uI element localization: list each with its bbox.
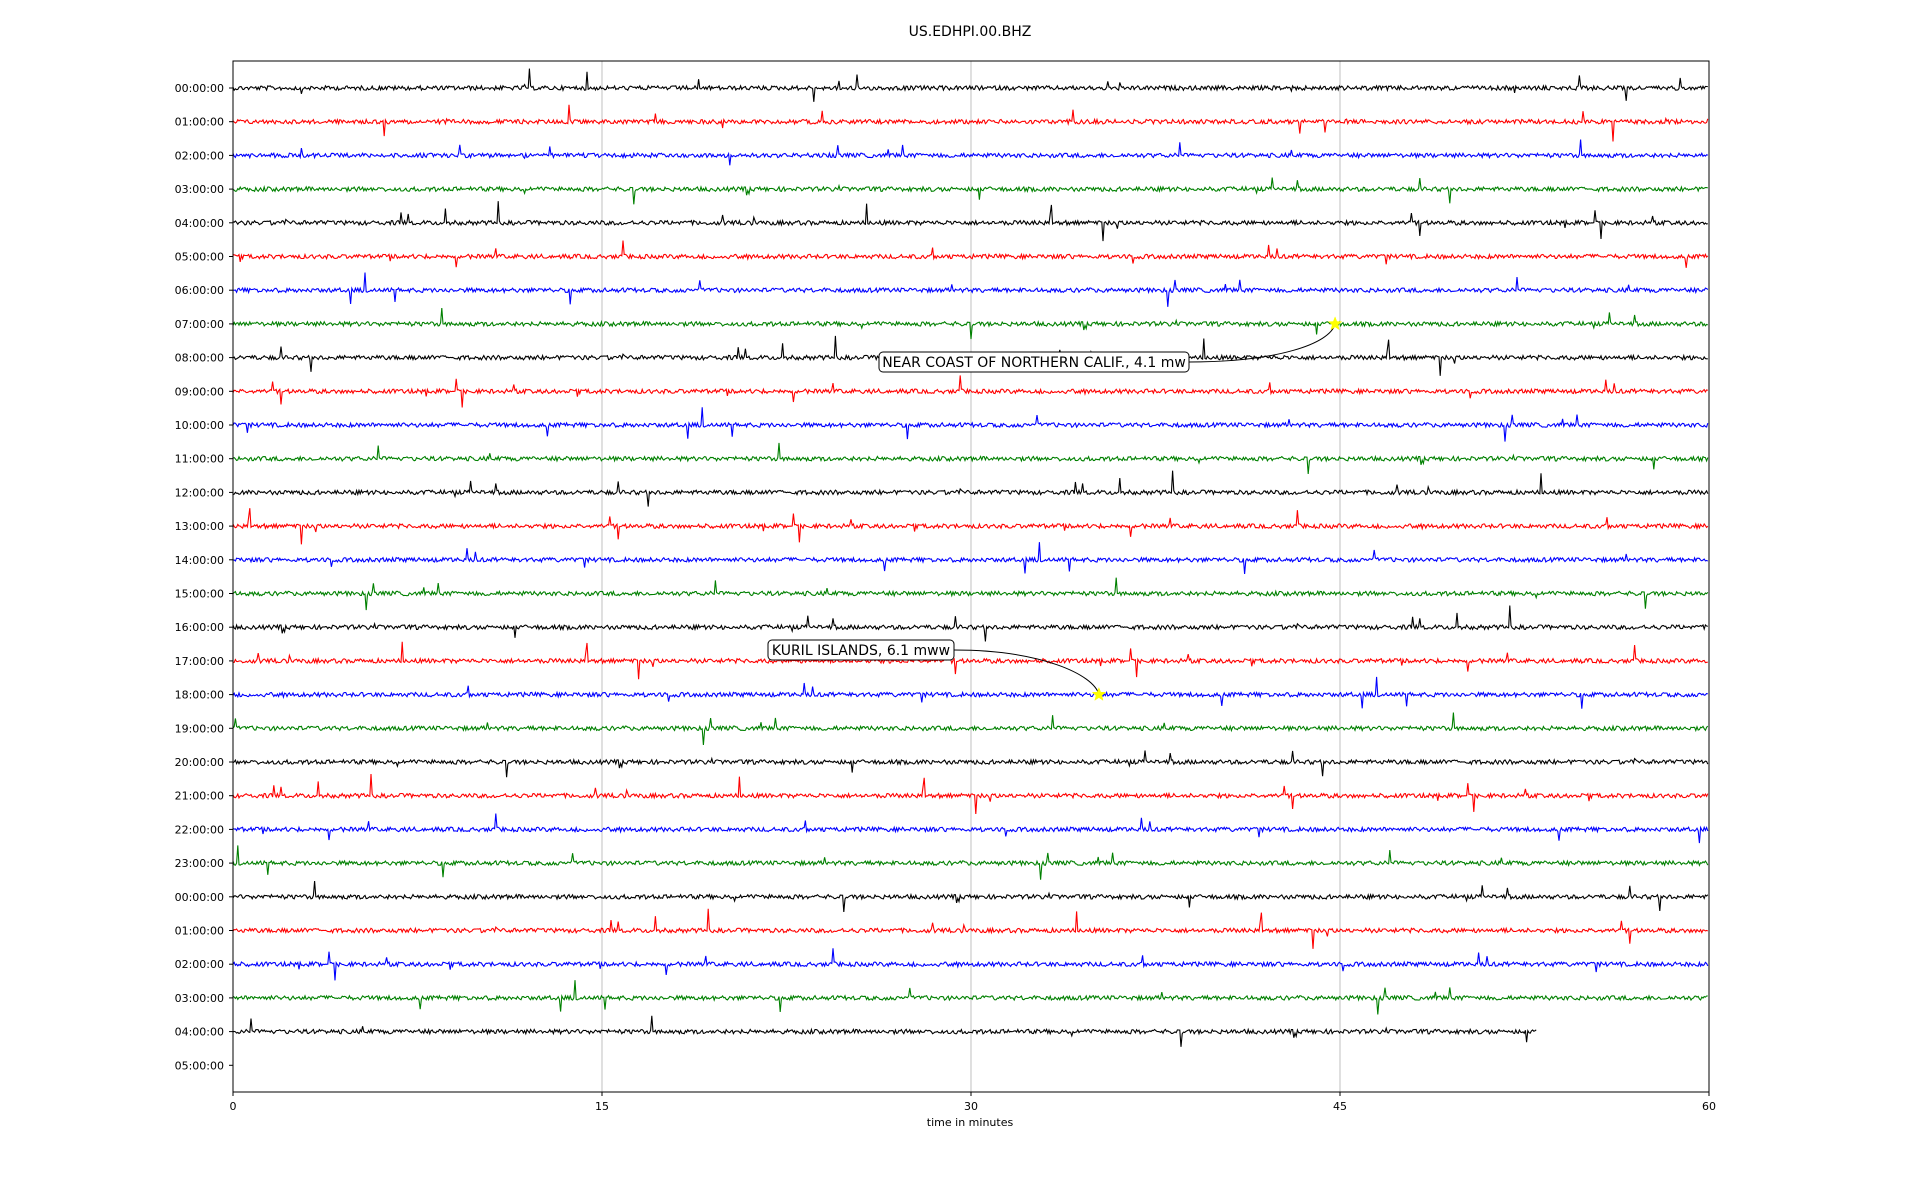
trace-row-27	[232, 980, 1708, 1015]
trace-row-1	[232, 104, 1709, 142]
y-tick-label: 02:00:00	[175, 958, 224, 971]
y-tick-label: 05:00:00	[175, 251, 224, 264]
x-axis-label: time in minutes	[927, 1116, 1014, 1129]
y-tick-label: 05:00:00	[175, 1059, 224, 1072]
y-tick-label: 15:00:00	[175, 588, 224, 601]
trace-row-10	[232, 407, 1709, 442]
y-tick-label: 07:00:00	[175, 318, 224, 331]
y-tick-label: 13:00:00	[175, 520, 224, 533]
y-tick-label: 20:00:00	[175, 756, 224, 769]
trace-row-13	[232, 508, 1709, 545]
trace-row-0	[232, 68, 1708, 102]
y-tick-label: 17:00:00	[175, 655, 224, 668]
y-tick-label: 00:00:00	[175, 891, 224, 904]
trace-row-20	[232, 750, 1709, 778]
trace-row-21	[232, 773, 1709, 815]
y-axis-ticks: 00:00:00 01:00:00 02:00:00 03:00:00 04:00:00…	[175, 82, 233, 1072]
y-tick-label: 04:00:00	[175, 1026, 224, 1039]
trace-row-15	[232, 577, 1709, 611]
y-tick-label: 08:00:00	[175, 352, 224, 365]
y-tick-label: 09:00:00	[175, 385, 224, 398]
annotation-box	[878, 351, 1190, 373]
trace-row-19	[232, 712, 1709, 745]
trace-row-23	[232, 845, 1709, 880]
y-tick-label: 19:00:00	[175, 722, 224, 735]
y-tick-label: 11:00:00	[175, 453, 224, 466]
y-tick-label: 23:00:00	[175, 857, 224, 870]
trace-row-2	[232, 139, 1708, 166]
y-tick-label: 22:00:00	[175, 823, 224, 836]
trace-row-28	[232, 1015, 1537, 1047]
annotation-box	[767, 639, 955, 661]
trace-row-17	[232, 641, 1708, 680]
trace-row-25	[232, 908, 1708, 949]
x-tick-label: 15	[595, 1100, 609, 1113]
chart-title: US.EDHPI.00.BHZ	[909, 24, 1032, 40]
trace-row-16	[232, 605, 1708, 642]
event-annotation-1: KURIL ISLANDS, 6.1 mww	[767, 639, 1107, 701]
vertical-gridlines	[601, 61, 1341, 1092]
trace-row-12	[232, 470, 1709, 507]
y-tick-label: 03:00:00	[175, 183, 224, 196]
event-label: NEAR COAST OF NORTHERN CALIF., 4.1 mw	[882, 355, 1186, 371]
trace-row-9	[232, 375, 1709, 408]
x-tick-label: 30	[964, 1100, 978, 1113]
seismic-traces	[232, 68, 1709, 1047]
y-tick-label: 16:00:00	[175, 621, 224, 634]
y-tick-label: 02:00:00	[175, 149, 224, 162]
event-star-marker	[1091, 686, 1107, 701]
y-tick-label: 06:00:00	[175, 284, 224, 297]
y-tick-label: 01:00:00	[175, 925, 224, 938]
trace-row-26	[232, 948, 1709, 981]
trace-row-3	[232, 177, 1708, 205]
y-tick-label: 03:00:00	[175, 992, 224, 1005]
trace-row-7	[232, 308, 1709, 340]
event-label: KURIL ISLANDS, 6.1 mww	[772, 643, 950, 659]
event-annotations: NEAR COAST OF NORTHERN CALIF., 4.1 mw KUR…	[767, 316, 1343, 701]
y-tick-label: 21:00:00	[175, 790, 224, 803]
y-tick-label: 18:00:00	[175, 689, 224, 702]
y-tick-label: 14:00:00	[175, 554, 224, 567]
trace-row-22	[232, 813, 1709, 844]
x-tick-label: 60	[1702, 1100, 1716, 1113]
trace-row-11	[232, 442, 1709, 474]
trace-row-18	[232, 676, 1708, 709]
y-tick-label: 04:00:00	[175, 217, 224, 230]
trace-row-4	[232, 201, 1708, 242]
y-tick-label: 01:00:00	[175, 116, 224, 129]
y-tick-label: 00:00:00	[175, 82, 224, 95]
x-axis-ticks: 0 15 30 45 60	[230, 1092, 1716, 1113]
x-tick-label: 0	[230, 1100, 237, 1113]
trace-row-14	[232, 542, 1709, 574]
annotation-connector	[1188, 323, 1336, 363]
trace-row-24	[232, 880, 1709, 913]
trace-row-6	[232, 272, 1709, 307]
event-star-marker	[1327, 316, 1343, 331]
event-annotation-0: NEAR COAST OF NORTHERN CALIF., 4.1 mw	[878, 316, 1343, 373]
annotation-connector	[953, 649, 1100, 695]
y-tick-label: 10:00:00	[175, 419, 224, 432]
trace-row-5	[232, 240, 1709, 268]
x-tick-label: 45	[1333, 1100, 1347, 1113]
y-tick-label: 12:00:00	[175, 486, 224, 499]
